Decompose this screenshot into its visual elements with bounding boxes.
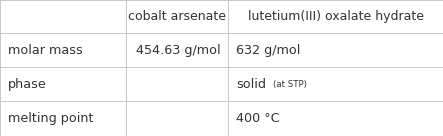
Text: 400 °C: 400 °C [236, 112, 280, 125]
Text: cobalt arsenate: cobalt arsenate [128, 10, 226, 23]
Text: solid: solid [236, 78, 266, 91]
Text: 454.63 g/mol: 454.63 g/mol [136, 44, 220, 57]
Text: melting point: melting point [8, 112, 93, 125]
Text: lutetium(III) oxalate hydrate: lutetium(III) oxalate hydrate [248, 10, 424, 23]
Text: phase: phase [8, 78, 47, 91]
Text: (at STP): (at STP) [273, 81, 307, 89]
Text: molar mass: molar mass [8, 44, 83, 57]
Text: 632 g/mol: 632 g/mol [236, 44, 300, 57]
